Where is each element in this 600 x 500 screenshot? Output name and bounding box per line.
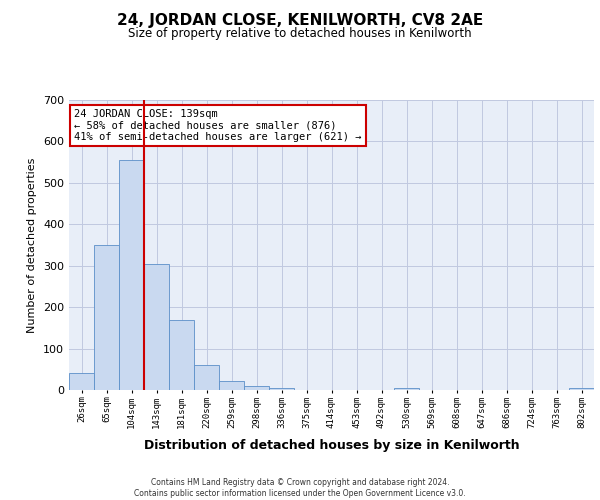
Bar bbox=[194, 365, 219, 390]
Bar bbox=[219, 381, 244, 390]
X-axis label: Distribution of detached houses by size in Kenilworth: Distribution of detached houses by size … bbox=[143, 439, 520, 452]
Bar bbox=[144, 264, 169, 390]
Bar bbox=[269, 388, 294, 390]
Bar bbox=[244, 386, 269, 390]
Text: Size of property relative to detached houses in Kenilworth: Size of property relative to detached ho… bbox=[128, 28, 472, 40]
Bar bbox=[69, 374, 94, 390]
Text: 24, JORDAN CLOSE, KENILWORTH, CV8 2AE: 24, JORDAN CLOSE, KENILWORTH, CV8 2AE bbox=[117, 12, 483, 28]
Bar bbox=[569, 388, 594, 390]
Bar bbox=[394, 388, 419, 390]
Bar bbox=[169, 320, 194, 390]
Bar bbox=[94, 245, 119, 390]
Text: 24 JORDAN CLOSE: 139sqm
← 58% of detached houses are smaller (876)
41% of semi-d: 24 JORDAN CLOSE: 139sqm ← 58% of detache… bbox=[74, 108, 362, 142]
Bar bbox=[119, 160, 144, 390]
Y-axis label: Number of detached properties: Number of detached properties bbox=[28, 158, 37, 332]
Text: Contains HM Land Registry data © Crown copyright and database right 2024.
Contai: Contains HM Land Registry data © Crown c… bbox=[134, 478, 466, 498]
